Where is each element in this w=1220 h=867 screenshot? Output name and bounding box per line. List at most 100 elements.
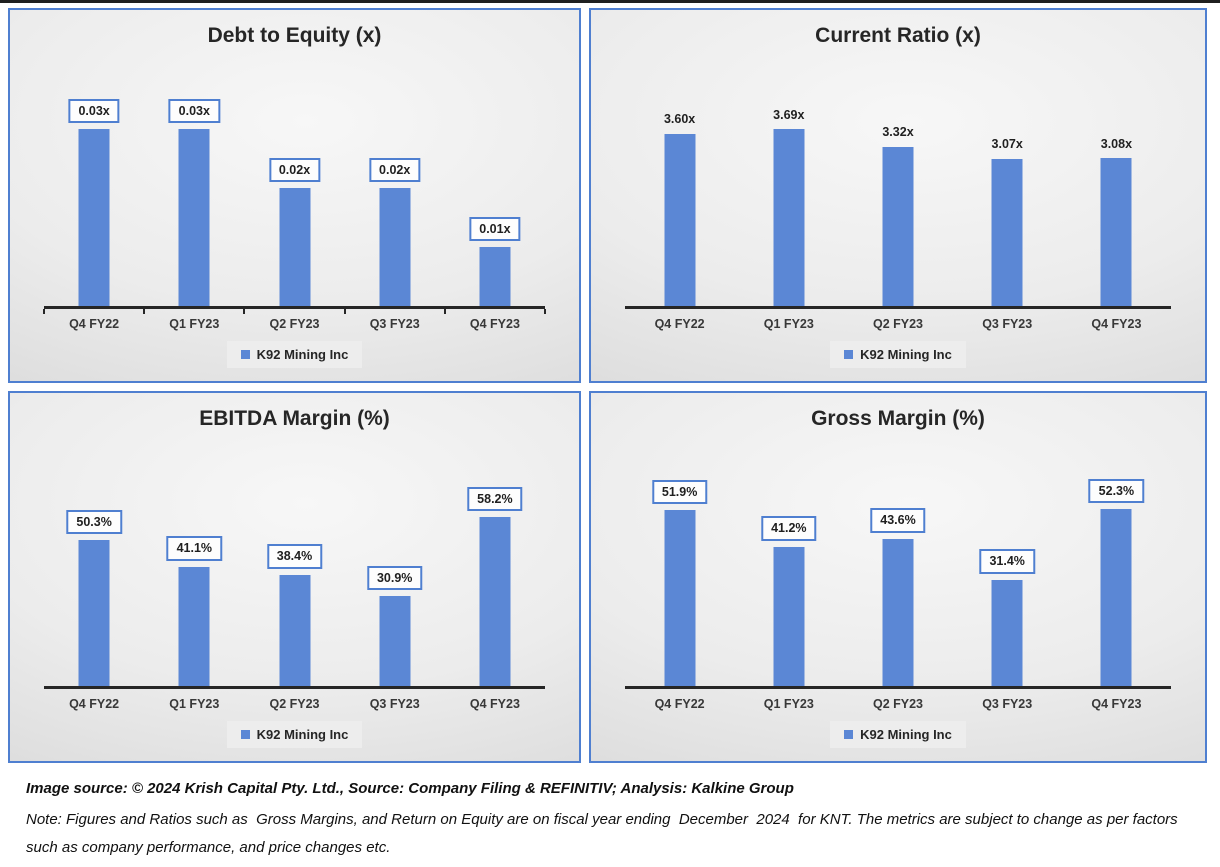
bar <box>664 510 696 686</box>
data-label: 3.08x <box>1100 136 1133 151</box>
bar <box>78 540 110 686</box>
chart-panel-ebitda-margin: EBITDA Margin (%) 50.3% 41.1% 38.4% 30.9% 58… <box>8 391 581 763</box>
legend-label: K92 Mining Inc <box>256 347 349 362</box>
x-axis-label: Q2 FY23 <box>269 697 320 711</box>
legend-label: K92 Mining Inc <box>860 347 952 362</box>
x-axis-label: Q2 FY23 <box>269 317 320 331</box>
plot-area: 3.60x 3.69x 3.32x 3.07x 3.08x <box>625 100 1171 309</box>
footnote: Note: Figures and Ratios such as Gross M… <box>26 811 1182 856</box>
bar <box>882 146 914 306</box>
x-axis-label: Q3 FY23 <box>369 317 420 331</box>
legend-row: K92 Mining Inc <box>593 721 1203 748</box>
axis-tick <box>243 309 246 314</box>
x-axis-label: Q4 FY22 <box>654 697 705 711</box>
bar <box>479 517 511 686</box>
axis-tick <box>143 309 146 314</box>
legend-label: K92 Mining Inc <box>860 727 952 742</box>
top-border-rule <box>0 0 1220 3</box>
x-axis-label: Q1 FY23 <box>169 697 220 711</box>
x-axis-label: Q4 FY23 <box>1091 697 1142 711</box>
legend-swatch-icon <box>844 350 854 359</box>
x-axis-label: Q4 FY23 <box>1091 317 1142 331</box>
plot-area: 50.3% 41.1% 38.4% 30.9% 58.2% <box>44 483 545 689</box>
data-label: 0.01x <box>469 216 521 242</box>
x-axis-label: Q1 FY23 <box>763 697 814 711</box>
x-axis-labels: Q4 FY22 Q1 FY23 Q2 FY23 Q3 FY23 Q4 FY23 <box>625 697 1171 711</box>
data-label: 0.02x <box>369 157 421 183</box>
chart-panel-gross-margin: Gross Margin (%) 51.9% 41.2% 43.6% 31.4% 52.… <box>589 391 1207 763</box>
bar <box>379 188 411 306</box>
legend-swatch-icon <box>240 730 250 739</box>
legend: K92 Mining Inc <box>830 721 966 748</box>
x-axis-labels: Q4 FY22 Q1 FY23 Q2 FY23 Q3 FY23 Q4 FY23 <box>44 697 545 711</box>
bar <box>479 247 511 306</box>
axis-tick <box>343 309 346 314</box>
x-axis-label: Q4 FY22 <box>69 317 120 331</box>
data-label: 3.69x <box>773 107 805 122</box>
image-source-line: Image source: © 2024 Krish Capital Pty. … <box>26 780 794 797</box>
bar <box>279 188 310 306</box>
bar <box>664 133 696 306</box>
legend: K92 Mining Inc <box>226 341 363 368</box>
bar <box>773 546 805 686</box>
chart-title: Debt to Equity (x) <box>207 24 382 47</box>
plot-area: 0.03x 0.03x 0.02x 0.02x 0.01x <box>43 98 546 314</box>
axis-tick <box>43 309 45 314</box>
legend-row: K92 Mining Inc <box>593 341 1203 368</box>
bar <box>78 129 110 306</box>
data-label: 51.9% <box>651 479 708 505</box>
x-axis-label: Q1 FY23 <box>169 317 220 331</box>
x-axis-label: Q4 FY23 <box>469 697 520 711</box>
data-label: 43.6% <box>870 508 926 533</box>
data-label: 58.2% <box>467 486 523 512</box>
chart-title: EBITDA Margin (%) <box>199 407 390 430</box>
chart-title: Current Ratio (x) <box>815 24 981 47</box>
x-axis-label: Q3 FY23 <box>369 697 420 711</box>
bar <box>279 574 310 686</box>
charts-grid: Debt to Equity (x) 0.03x 0.03x 0.02x 0.02x 0… <box>8 8 1207 763</box>
x-axis-label: Q2 FY23 <box>872 317 924 331</box>
legend: K92 Mining Inc <box>226 721 363 748</box>
bar <box>379 596 411 686</box>
chart-panel-current-ratio: Current Ratio (x) 3.60x 3.69x 3.32x 3.07x 3.… <box>589 8 1207 383</box>
legend-swatch-icon <box>844 730 854 739</box>
x-axis-label: Q3 FY23 <box>982 317 1033 331</box>
data-label: 52.3% <box>1088 478 1145 504</box>
bar <box>773 129 805 306</box>
data-label: 30.9% <box>366 565 423 591</box>
bar <box>1100 158 1132 306</box>
bar <box>991 158 1023 306</box>
chart-title: Gross Margin (%) <box>811 407 985 430</box>
data-label: 41.1% <box>166 536 223 561</box>
data-label: 3.07x <box>991 137 1023 152</box>
legend-row: K92 Mining Inc <box>12 341 577 368</box>
axis-tick <box>443 309 446 314</box>
x-axis-label: Q4 FY22 <box>69 697 120 711</box>
bar <box>1100 509 1132 686</box>
data-label: 3.32x <box>882 125 914 140</box>
axis-tick <box>544 309 546 314</box>
bar <box>178 129 210 306</box>
x-axis-label: Q1 FY23 <box>763 317 814 331</box>
x-axis-label: Q3 FY23 <box>982 697 1033 711</box>
data-label: 0.02x <box>268 157 321 183</box>
chart-panel-debt-to-equity: Debt to Equity (x) 0.03x 0.03x 0.02x 0.02x 0… <box>8 8 581 383</box>
data-label: 41.2% <box>761 516 817 541</box>
data-label: 38.4% <box>266 544 323 569</box>
legend-swatch-icon <box>240 350 250 359</box>
bar <box>991 579 1023 686</box>
legend-row: K92 Mining Inc <box>12 721 577 748</box>
data-label: 0.03x <box>168 98 220 124</box>
x-axis-labels: Q4 FY22 Q1 FY23 Q2 FY23 Q3 FY23 Q4 FY23 <box>625 317 1171 331</box>
bar <box>882 538 914 686</box>
data-label: 3.60x <box>663 112 696 127</box>
footer: Image source: © 2024 Krish Capital Pty. … <box>26 780 1201 862</box>
x-axis-label: Q2 FY23 <box>872 697 924 711</box>
plot-area: 51.9% 41.2% 43.6% 31.4% 52.3% <box>625 478 1171 689</box>
x-axis-label: Q4 FY23 <box>469 317 520 331</box>
data-label: 50.3% <box>66 509 122 535</box>
legend-label: K92 Mining Inc <box>256 727 349 742</box>
data-label: 0.03x <box>68 98 120 124</box>
x-axis-label: Q4 FY22 <box>654 317 705 331</box>
x-axis-labels: Q4 FY22 Q1 FY23 Q2 FY23 Q3 FY23 Q4 FY23 <box>44 317 545 331</box>
